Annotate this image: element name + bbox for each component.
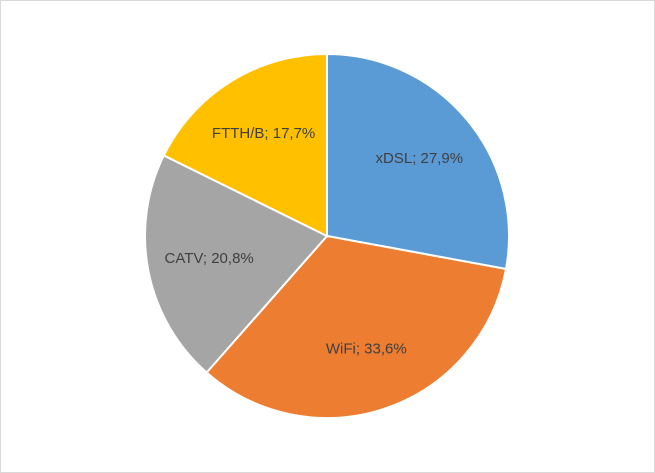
data-label: CATV; 20,8% (165, 250, 254, 267)
data-label: FTTH/B; 17,7% (212, 125, 315, 142)
pie-slice (162, 52, 328, 238)
pie-slice (144, 154, 329, 374)
pie-slice (205, 234, 508, 419)
pie-slice (326, 52, 510, 271)
data-label: xDSL; 27,9% (376, 150, 464, 167)
data-label: WiFi; 33,6% (326, 340, 407, 357)
